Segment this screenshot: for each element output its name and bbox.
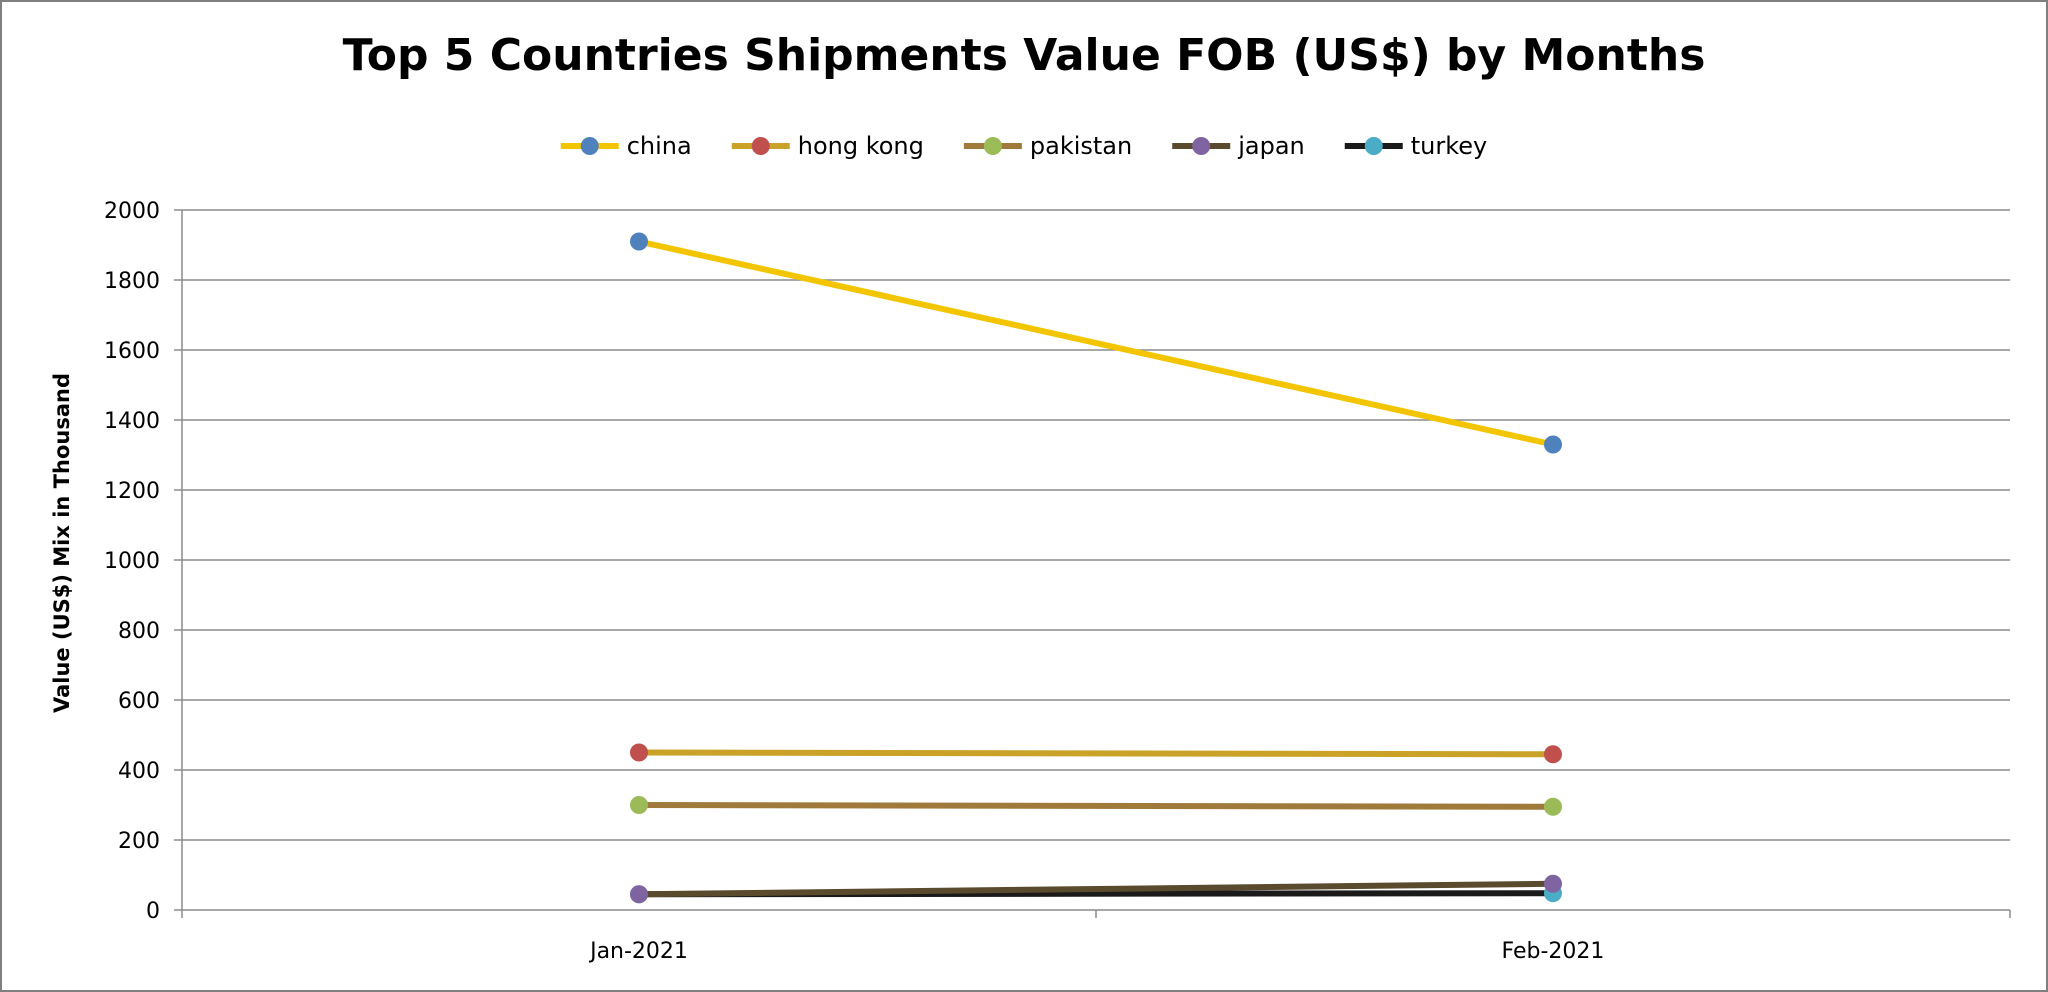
data-point-japan: [1544, 874, 1562, 893]
legend-label-china: china: [627, 132, 692, 160]
y-tick-label: 0: [146, 899, 160, 924]
y-tick-label: 600: [118, 689, 160, 714]
series-line-pakistan: [636, 802, 1556, 810]
data-point-hong-kong: [630, 743, 648, 762]
y-tick-label: 800: [118, 619, 160, 644]
legend-marker-hong-kong: [751, 137, 770, 155]
x-tick-label: Feb-2021: [1502, 939, 1605, 964]
legend-marker-pakistan: [983, 137, 1002, 155]
series-line-china: [636, 238, 1556, 448]
y-tick-label: 1000: [104, 549, 160, 574]
y-tick-label: 400: [118, 759, 160, 784]
y-tick-label: 200: [118, 829, 160, 854]
y-tick-labels: 0 200 400 600 800 1000 1200 1400 1600 1800 2000: [104, 199, 160, 924]
y-tick-label: 1800: [104, 269, 160, 294]
data-point-pakistan: [630, 796, 648, 814]
series-line-japan: [636, 880, 1556, 898]
legend-label-turkey: turkey: [1411, 132, 1488, 160]
series-line-hong-kong: [636, 749, 1556, 758]
legend-marker-turkey: [1364, 137, 1383, 155]
chart-title: Top 5 Countries Shipments Value FOB (US$…: [342, 30, 1706, 81]
data-point-china: [1544, 435, 1562, 454]
y-tick-label: 1600: [104, 339, 160, 364]
legend-label-hong-kong: hong kong: [798, 132, 924, 160]
legend-label-japan: japan: [1237, 132, 1305, 160]
x-tick-labels: Jan-2021 Feb-2021: [588, 939, 1604, 964]
data-point-pakistan: [1544, 797, 1562, 816]
y-tick-label: 2000: [104, 199, 160, 224]
data-point-japan: [630, 885, 648, 904]
y-tick-label: 1400: [104, 409, 160, 434]
gridlines: [182, 209, 2010, 841]
data-point-china: [630, 232, 648, 251]
legend: china hong kong pakistan japan turkey: [560, 132, 1488, 160]
series-lines: [630, 232, 1562, 904]
x-tick-label: Jan-2021: [588, 939, 688, 964]
y-tick-label: 1200: [104, 479, 160, 504]
data-point-hong-kong: [1544, 745, 1562, 764]
legend-label-pakistan: pakistan: [1030, 132, 1132, 160]
legend-marker-japan: [1192, 137, 1211, 155]
axes: [174, 209, 2011, 918]
legend-marker-china: [580, 137, 599, 155]
